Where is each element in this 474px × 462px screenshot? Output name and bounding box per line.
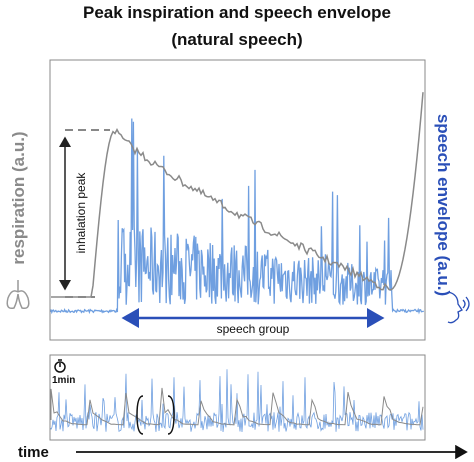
title: Peak inspiration and speech envelope — [83, 3, 391, 22]
signals — [50, 92, 425, 433]
main-panel — [49, 59, 426, 341]
time-label: time — [18, 444, 49, 461]
inhalation-label: inhalation peak — [74, 172, 88, 254]
zoom-bracket — [136, 395, 175, 435]
overview-respiration — [50, 387, 424, 426]
stopwatch-icon — [54, 359, 66, 373]
speech-group-label: speech group — [217, 322, 290, 336]
lungs-icon — [6, 280, 30, 310]
respiration-label: respiration (a.u.) — [9, 131, 28, 264]
overview-speech — [50, 369, 424, 433]
time-scale-label: 1min — [52, 375, 75, 386]
title: (natural speech) — [171, 30, 302, 49]
respiration — [51, 92, 424, 298]
face-icon — [447, 291, 470, 324]
speech-envelope-label: speech envelope (a.u.) — [434, 114, 453, 296]
speech-envelope — [50, 118, 425, 315]
overview-panel — [49, 354, 426, 441]
